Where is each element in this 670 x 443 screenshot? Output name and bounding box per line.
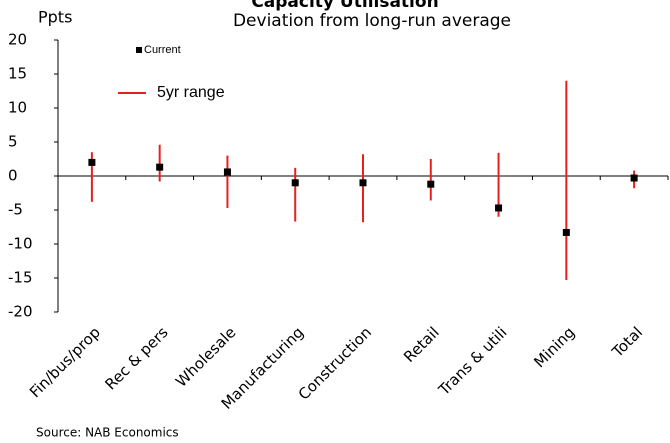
current-marker: [495, 204, 503, 212]
source: Source: NAB Economics: [36, 426, 179, 440]
y-tick-label: 15: [8, 65, 27, 83]
current-marker: [223, 168, 231, 176]
current-marker: [359, 179, 367, 187]
y-tick-label: -15: [8, 269, 33, 287]
legend-marker: [136, 47, 142, 53]
chart-subtitle: Deviation from long-run average: [233, 11, 511, 31]
chart-title: Capacity Utilisation: [251, 0, 438, 12]
x-tick-label: Retail: [400, 323, 443, 366]
y-tick-label: -5: [8, 201, 23, 219]
x-tick-label: Fin/bus/prop: [26, 323, 104, 401]
y-tick-label: 0: [8, 167, 18, 185]
x-tick-label: Wholesale: [172, 323, 239, 390]
x-tick-label: Mining: [530, 323, 578, 371]
y-tick-label: 20: [8, 31, 27, 49]
current-marker: [291, 179, 299, 187]
current-marker: [562, 228, 570, 236]
y-axis-label: Ppts: [38, 8, 72, 27]
current-marker: [156, 163, 164, 171]
current-marker: [427, 180, 435, 188]
legend-label: Current: [144, 44, 181, 56]
x-tick-label: Construction: [295, 323, 375, 403]
x-tick-label: Rec & pers: [102, 323, 172, 393]
y-tick-label: 10: [8, 99, 27, 117]
y-tick-label: -10: [8, 235, 33, 253]
x-tick-label: Trans & utili: [434, 323, 510, 399]
current-marker: [630, 174, 638, 182]
y-tick-label: 5: [8, 133, 18, 151]
current-marker: [88, 158, 96, 166]
legend-label: 5yr range: [157, 84, 225, 101]
x-tick-label: Total: [608, 323, 646, 361]
y-tick-label: -20: [8, 303, 33, 321]
